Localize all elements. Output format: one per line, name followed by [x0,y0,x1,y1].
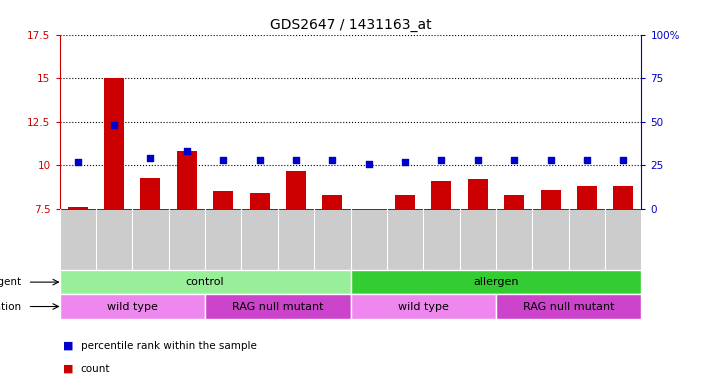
Bar [540,190,561,209]
Point [145,155,156,161]
Point [290,157,301,163]
Bar [350,294,496,319]
Bar [468,179,488,209]
Text: allergen: allergen [473,277,519,287]
Text: percentile rank within the sample: percentile rank within the sample [81,341,257,351]
Point [363,161,374,167]
Point [217,157,229,163]
Text: ■: ■ [63,364,74,374]
Text: RAG null mutant: RAG null mutant [232,301,324,311]
Point [581,157,592,163]
Point [109,122,120,128]
Text: agent: agent [0,277,22,287]
Point [327,157,338,163]
Bar [104,78,124,209]
Point [618,157,629,163]
Bar [205,294,350,319]
Bar [68,207,88,209]
Point [436,157,447,163]
Text: control: control [186,277,224,287]
Title: GDS2647 / 1431163_at: GDS2647 / 1431163_at [270,18,431,32]
Bar [140,177,161,209]
Bar [322,195,342,209]
Bar [395,195,415,209]
Text: wild type: wild type [107,301,158,311]
Text: ■: ■ [63,341,74,351]
Point [400,159,411,165]
Bar [60,270,350,294]
Text: RAG null mutant: RAG null mutant [523,301,615,311]
Bar [286,170,306,209]
Text: count: count [81,364,110,374]
Bar [496,294,641,319]
Point [72,159,83,165]
Text: genotype/variation: genotype/variation [0,301,22,311]
Point [508,157,519,163]
Point [545,157,556,163]
Point [254,157,265,163]
Bar [350,270,641,294]
Bar [213,192,233,209]
Bar [60,294,205,319]
Bar [577,186,597,209]
Bar [250,193,270,209]
Bar [504,195,524,209]
Bar [613,186,633,209]
Bar [431,181,451,209]
Text: wild type: wild type [397,301,449,311]
Bar [177,151,197,209]
Point [472,157,484,163]
Point [182,148,193,154]
